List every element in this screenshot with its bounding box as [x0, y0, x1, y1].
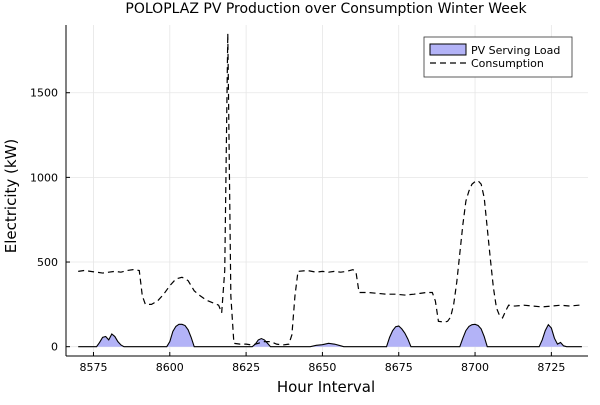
x-tick-label: 8625 — [232, 361, 260, 374]
y-tick-label: 0 — [51, 341, 58, 354]
y-axis-title: Electricity (kW) — [2, 139, 20, 254]
x-tick-label: 8575 — [79, 361, 107, 374]
y-tick-label: 1000 — [30, 171, 58, 184]
x-tick-label: 8600 — [156, 361, 184, 374]
y-tick-label: 1500 — [30, 87, 58, 100]
x-tick-label: 8650 — [308, 361, 336, 374]
chart-title: POLOPLAZ PV Production over Consumption … — [125, 1, 527, 17]
legend: PV Serving Load Consumption — [423, 36, 573, 78]
legend-label-pv: PV Serving Load — [471, 44, 560, 57]
x-tick-label: 8675 — [385, 361, 413, 374]
grid-layer — [66, 25, 588, 356]
y-tick-label: 500 — [37, 256, 58, 269]
x-tick-label: 8700 — [461, 361, 489, 374]
x-axis-title: Hour Interval — [277, 378, 375, 396]
pv-serving-load-outline — [78, 323, 582, 348]
pv-serving-load-area — [78, 324, 582, 347]
x-tick-label: 8725 — [537, 361, 565, 374]
consumption-line — [78, 33, 582, 346]
legend-label-consumption: Consumption — [471, 57, 544, 70]
legend-swatch-pv — [429, 43, 467, 56]
series-layer — [78, 33, 582, 348]
axis-layer: 8575 8600 8625 8650 8675 8700 8725 0 500 1000 1500 — [30, 25, 588, 374]
